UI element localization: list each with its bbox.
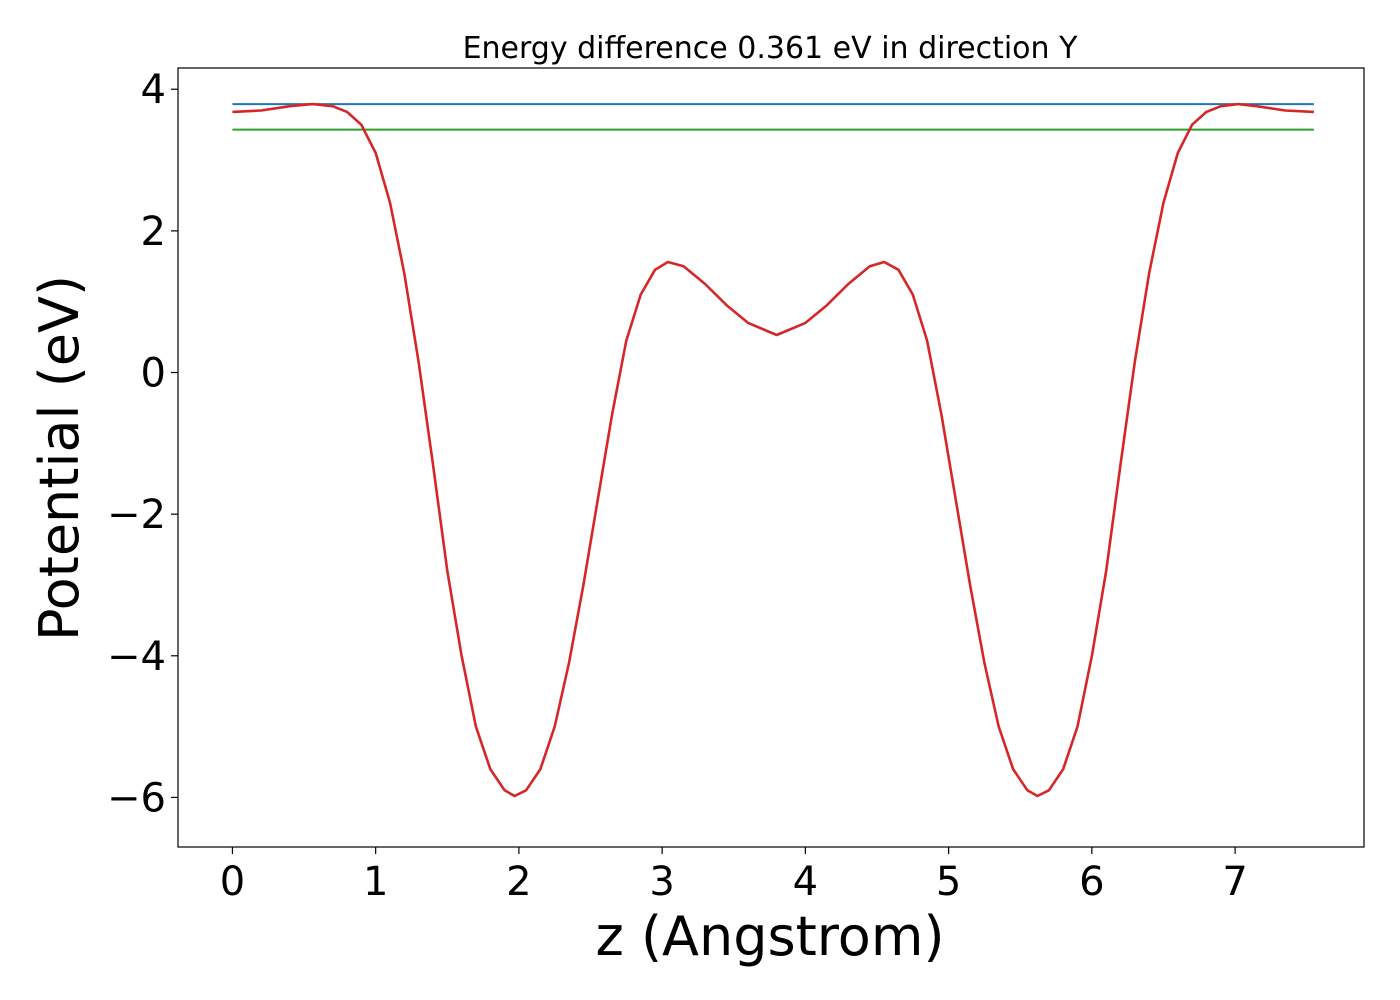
x-axis-label: z (Angstrom) xyxy=(595,905,944,968)
plot-area xyxy=(232,102,1314,798)
x-tick-label: 2 xyxy=(506,859,531,905)
x-tick-label: 6 xyxy=(1079,859,1104,905)
x-axis: 0 1 2 3 4 5 6 7 xyxy=(220,847,1248,905)
axes-frame xyxy=(177,67,1365,848)
x-tick-label: 1 xyxy=(363,859,388,905)
y-tick-label: 4 xyxy=(141,67,166,113)
y-tick-label: 2 xyxy=(141,209,166,255)
y-tick-label: −6 xyxy=(107,775,166,821)
y-axis: −6 −4 −2 0 2 4 xyxy=(107,67,178,821)
y-tick-label: −4 xyxy=(107,634,166,680)
chart-title: Energy difference 0.361 eV in direction … xyxy=(463,31,1079,66)
x-tick-label: 3 xyxy=(649,859,674,905)
y-tick-label: −2 xyxy=(107,492,166,538)
series-line-0 xyxy=(232,102,1314,798)
x-tick-label: 7 xyxy=(1222,859,1247,905)
y-tick-label: 0 xyxy=(141,351,166,397)
y-axis-label: Potential (eV) xyxy=(28,275,91,641)
x-tick-label: 4 xyxy=(793,859,818,905)
x-tick-label: 0 xyxy=(220,859,245,905)
x-tick-label: 5 xyxy=(936,859,961,905)
